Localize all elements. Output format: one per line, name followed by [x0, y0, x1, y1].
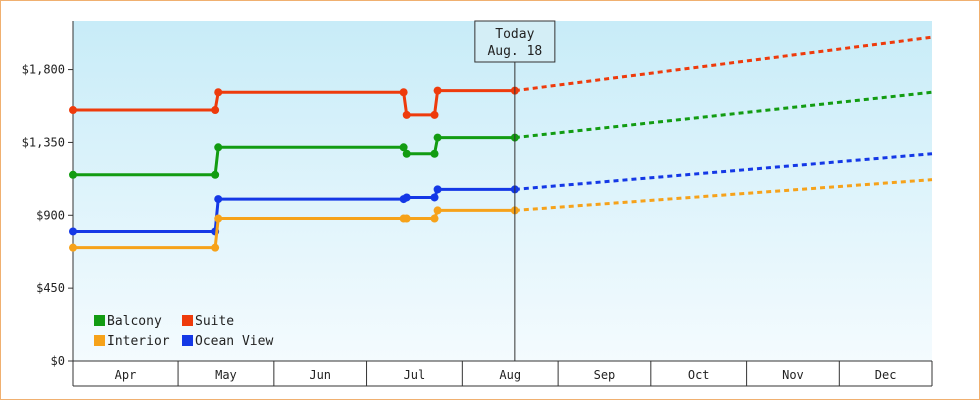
forecast-line [514, 35, 933, 93]
data-point[interactable] [69, 227, 77, 236]
data-point[interactable] [211, 106, 220, 115]
data-point[interactable] [402, 193, 411, 202]
series-ocean-view [69, 152, 933, 236]
data-point[interactable] [69, 170, 77, 179]
y-tick-label: $0 [51, 354, 65, 368]
data-point[interactable] [433, 86, 442, 95]
data-point[interactable] [69, 243, 77, 252]
y-tick-label: $1,350 [22, 135, 65, 149]
y-tick-label: $1,800 [22, 63, 65, 77]
data-point[interactable] [214, 214, 223, 223]
data-point[interactable] [399, 143, 408, 152]
forecast-line [514, 152, 933, 191]
data-point[interactable] [214, 143, 223, 152]
legend-swatch [94, 315, 105, 326]
legend-label: Suite [195, 314, 234, 329]
data-point[interactable] [211, 170, 220, 179]
legend-label: Interior [107, 334, 170, 349]
data-point[interactable] [433, 185, 442, 194]
x-tick-label: Sep [594, 368, 616, 382]
forecast-line [514, 178, 933, 212]
today-box [474, 20, 556, 63]
x-tick-label: Jul [404, 368, 426, 382]
legend-swatch [182, 315, 193, 326]
data-point[interactable] [402, 214, 411, 223]
data-point[interactable] [402, 149, 411, 158]
legend-label: Balcony [107, 314, 162, 329]
legend-item-interior[interactable]: Interior [94, 334, 170, 349]
data-point[interactable] [399, 88, 408, 97]
plot-area [73, 21, 932, 361]
series-interior [69, 178, 933, 252]
data-point[interactable] [430, 149, 439, 158]
y-tick-label: $900 [36, 208, 65, 222]
data-point[interactable] [430, 193, 439, 202]
x-tick-label: Oct [688, 368, 710, 382]
legend: Balcony Suite Interior Ocean View [94, 314, 273, 349]
series-balcony [69, 90, 933, 179]
x-tick-label: Jun [309, 368, 331, 382]
forecast-line [514, 90, 933, 140]
y-tick-label: $450 [36, 281, 65, 295]
data-point[interactable] [430, 214, 439, 223]
legend-swatch [182, 335, 193, 346]
data-point[interactable] [430, 110, 439, 119]
x-tick-label: Dec [875, 368, 897, 382]
data-point[interactable] [433, 133, 442, 142]
x-tick-label: May [215, 368, 237, 382]
today-date-label: Aug. 18 [487, 44, 542, 59]
x-tick-label: Aug [499, 368, 521, 382]
data-point[interactable] [211, 243, 220, 252]
data-point[interactable] [402, 110, 411, 119]
data-point[interactable] [214, 195, 223, 204]
legend-label: Ocean View [195, 334, 273, 349]
x-tick-label: Nov [782, 368, 804, 382]
data-point[interactable] [214, 88, 223, 97]
legend-item-ocean-view[interactable]: Ocean View [182, 334, 273, 349]
today-label: Today [495, 27, 534, 42]
series-suite [69, 35, 933, 119]
legend-item-balcony[interactable]: Balcony [94, 314, 162, 329]
x-tick-label: Apr [115, 368, 137, 382]
data-point[interactable] [69, 106, 77, 115]
legend-swatch [94, 335, 105, 346]
data-point[interactable] [433, 206, 442, 215]
legend-item-suite[interactable]: Suite [182, 314, 234, 329]
